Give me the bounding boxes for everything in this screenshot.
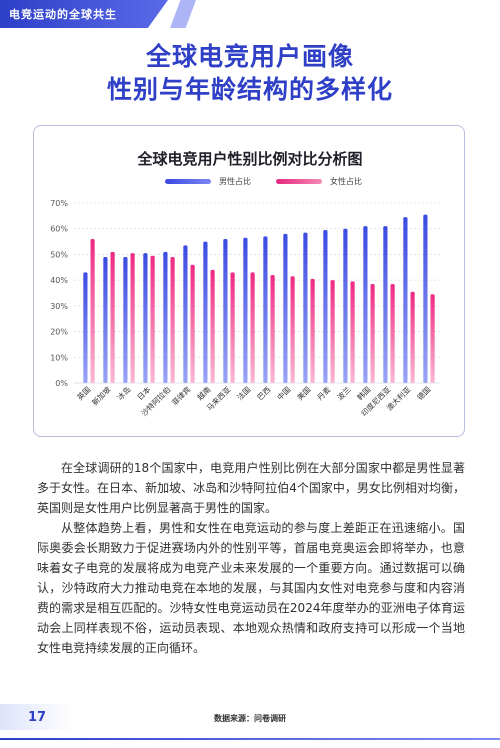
- bar-male: [143, 253, 148, 383]
- bar-male: [323, 230, 328, 383]
- bar-female: [290, 276, 295, 383]
- x-tick-label: 日本: [135, 384, 153, 402]
- bar-female: [130, 253, 135, 383]
- bar-female: [210, 269, 215, 383]
- chart-legend: 男性占比 女性占比: [0, 176, 500, 190]
- bar-female: [430, 294, 435, 383]
- bar-male: [383, 226, 388, 383]
- bar-male: [423, 214, 428, 383]
- y-tick-label: 20%: [50, 328, 68, 337]
- bar-male: [163, 251, 168, 383]
- legend-label-male: 男性占比: [219, 177, 251, 186]
- bar-male: [363, 226, 368, 383]
- x-tick-label: 越南: [195, 384, 213, 402]
- legend-item-female: 女性占比: [276, 176, 362, 187]
- legend-item-male: 男性占比: [165, 176, 251, 187]
- y-tick-label: 50%: [50, 250, 68, 259]
- paragraph-2: 从整体趋势上看，男性和女性在电竞运动的参与度上差距正在迅速缩小。国际奥委会长期致…: [37, 521, 465, 655]
- body-text: 在全球调研的18个国家中，电竞用户性别比例在大部分国家中都是男性显著多于女性。在…: [37, 458, 465, 658]
- bar-male: [343, 228, 348, 383]
- x-tick-label: 冰岛: [115, 384, 133, 402]
- bar-female: [190, 264, 195, 383]
- top-banner-band: [0, 0, 168, 28]
- x-tick-label: 波兰: [335, 384, 353, 402]
- y-tick-label: 40%: [50, 276, 68, 285]
- bar-female: [310, 278, 315, 383]
- page-number-band: [0, 704, 74, 730]
- paragraph-1: 在全球调研的18个国家中，电竞用户性别比例在大部分国家中都是男性显著多于女性。在…: [37, 461, 465, 515]
- bar-female: [390, 284, 395, 383]
- x-tick-label: 英国: [75, 384, 93, 402]
- bar-female: [330, 280, 335, 383]
- bar-male: [403, 217, 408, 383]
- section-title: 电竞运动的全球共生: [9, 8, 117, 21]
- y-tick-label: 30%: [50, 302, 68, 311]
- footer-rule: [0, 738, 500, 740]
- bar-male: [103, 257, 108, 383]
- x-tick-label: 巴西: [255, 385, 272, 402]
- y-tick-label: 60%: [50, 225, 68, 234]
- bar-female: [370, 284, 375, 383]
- bar-male: [123, 257, 128, 383]
- footer: 17 数据来源：问卷调研: [0, 704, 500, 748]
- bar-female: [270, 275, 275, 383]
- bar-male: [303, 232, 308, 383]
- page-title-line1: 全球电竞用户画像: [145, 42, 354, 71]
- x-tick-label: 美国: [295, 384, 313, 402]
- bar-female: [150, 255, 155, 383]
- page-number: 17: [28, 710, 47, 725]
- bar-male: [263, 236, 268, 383]
- bar-male: [83, 272, 88, 383]
- legend-label-female: 女性占比: [330, 177, 362, 186]
- top-banner: 电竞运动的全球共生: [0, 0, 500, 28]
- bar-female: [250, 272, 255, 383]
- data-source: 数据来源：问卷调研: [214, 714, 286, 723]
- bar-female: [110, 251, 115, 383]
- legend-swatch-female: [276, 179, 322, 184]
- bar-male: [243, 237, 248, 383]
- bar-male: [183, 245, 188, 383]
- chart-title: 全球电竞用户性别比例对比分析图: [137, 150, 363, 168]
- y-tick-label: 10%: [50, 353, 68, 362]
- bar-male: [283, 233, 288, 383]
- bar-female: [90, 239, 95, 383]
- bar-male: [223, 239, 228, 383]
- legend-swatch-male: [165, 179, 211, 184]
- x-tick-label: 菲律宾: [169, 384, 192, 407]
- bar-female: [410, 291, 415, 383]
- bar-female: [170, 257, 175, 383]
- x-tick-label: 法国: [235, 384, 253, 402]
- bar-female: [230, 272, 235, 383]
- y-tick-label: 70%: [50, 199, 68, 208]
- x-tick-label: 新加坡: [89, 384, 112, 407]
- page-title-line2: 性别与年龄结构的多样化: [106, 75, 393, 104]
- bar-female: [350, 281, 355, 383]
- x-tick-label: 中国: [275, 384, 293, 402]
- page-title: 全球电竞用户画像 性别与年龄结构的多样化: [0, 40, 500, 106]
- x-tick-label: 韩国: [355, 384, 373, 402]
- x-tick-label: 德国: [415, 384, 433, 402]
- x-tick-label: 丹麦: [315, 384, 333, 402]
- bar-male: [203, 241, 208, 383]
- y-tick-label: 0%: [55, 379, 68, 388]
